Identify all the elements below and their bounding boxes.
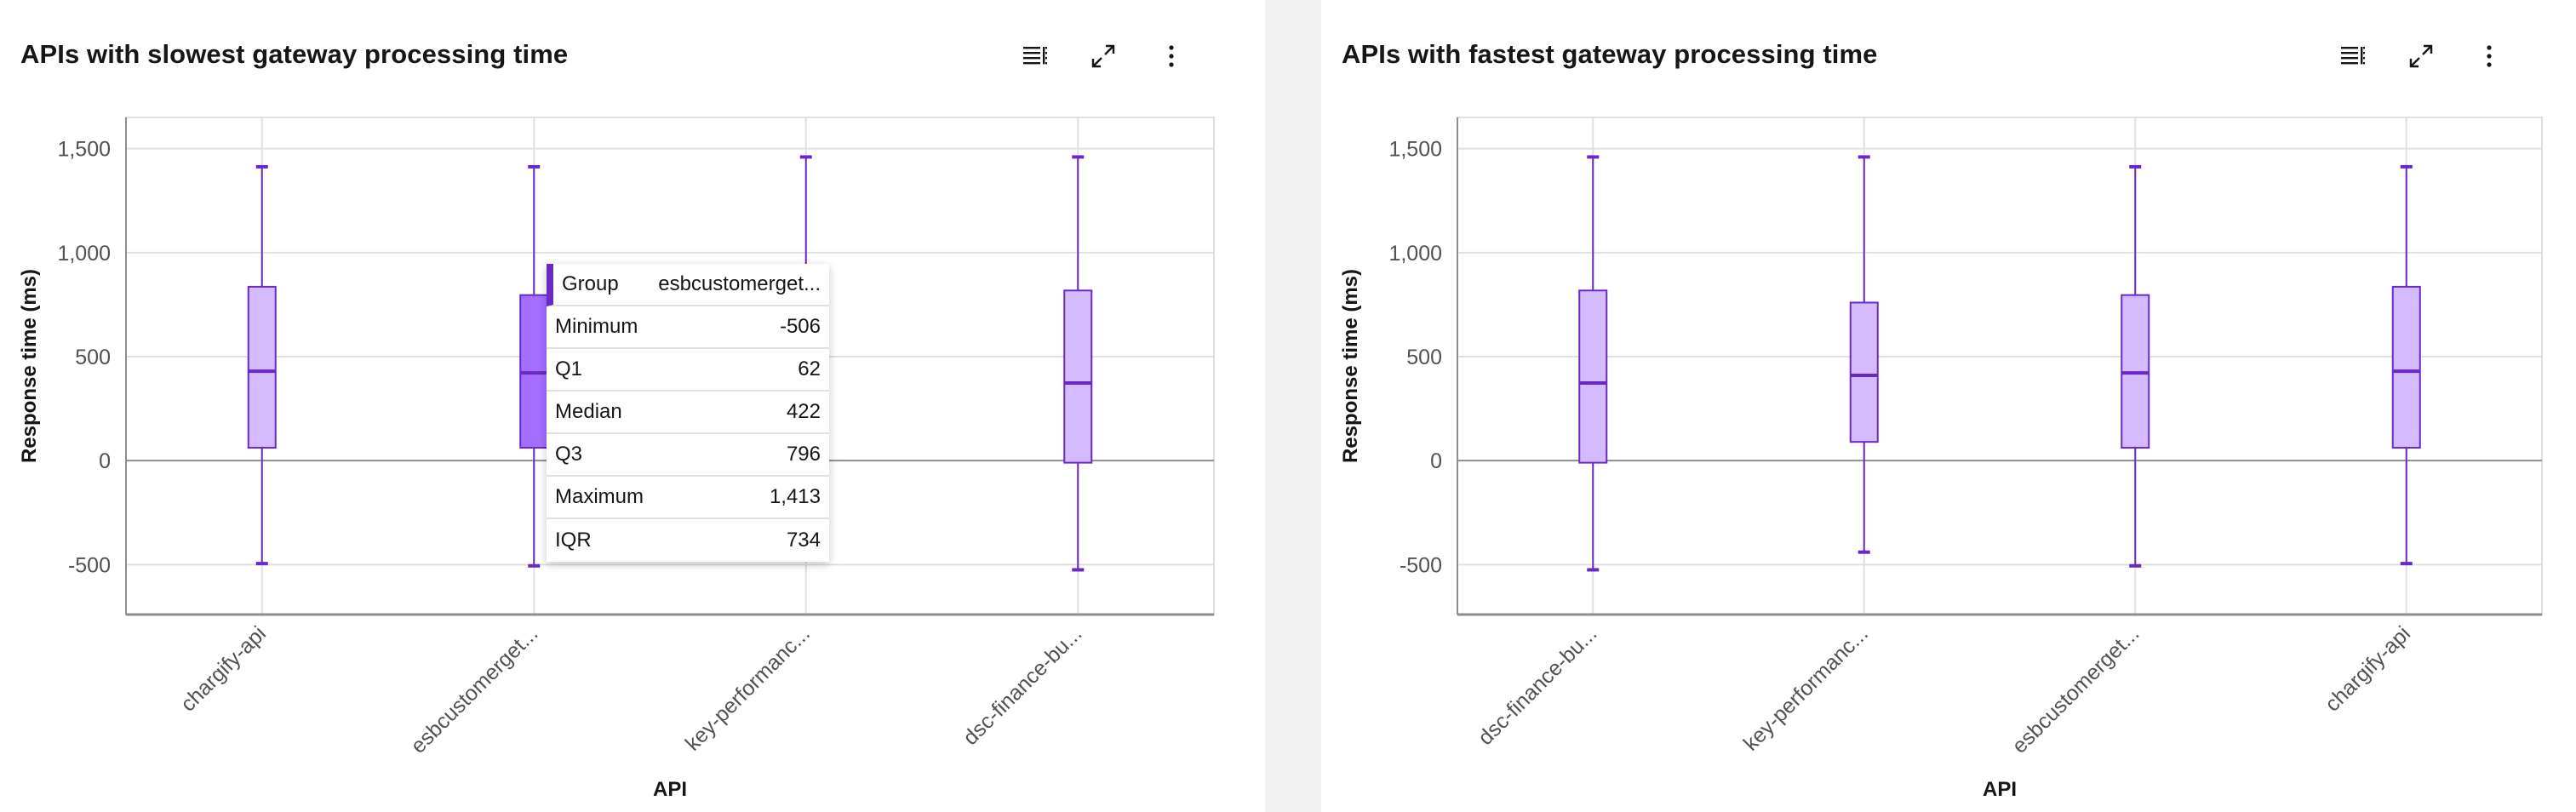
tooltip-label: Q1 (555, 357, 583, 380)
box-iqr (2391, 285, 2421, 449)
tooltip-label: IQR (555, 529, 592, 552)
plot-area (1457, 117, 2543, 615)
tooltip-value: 1,413 (769, 485, 821, 508)
box-iqr (247, 285, 277, 449)
tooltip-label: Minimum (555, 315, 638, 338)
overflow-menu-button[interactable] (1137, 31, 1205, 82)
x-tick-label: chargify-api (2321, 621, 2415, 716)
x-tick-label: esbcustomerget... (406, 621, 542, 758)
overflow-menu-icon (2487, 45, 2492, 67)
table-view-button[interactable] (2319, 31, 2387, 82)
maximize-button[interactable] (1069, 31, 1137, 82)
y-tick-label: -500 (68, 553, 111, 577)
tooltip-row: Q1 62 (547, 349, 829, 392)
x-tick-label: key-performanc... (1739, 621, 1873, 755)
chart-panel-fastest: APIs with fastest gateway processing tim… (1321, 0, 2576, 812)
tooltip-row: Group esbcustomerget... (547, 264, 829, 306)
chart-title: APIs with slowest gateway processing tim… (20, 39, 569, 69)
maximize-icon (2409, 44, 2433, 68)
maximize-button[interactable] (2387, 31, 2455, 82)
box-iqr (1578, 289, 1608, 464)
tooltip-value: -506 (779, 315, 821, 338)
y-axis-title: Response time (ms) (1339, 269, 1362, 463)
y-tick-label: 500 (75, 346, 111, 369)
x-tick-label: esbcustomerget... (2007, 621, 2144, 758)
tooltip-label: Group (562, 272, 619, 295)
y-tick-label: 1,500 (57, 138, 111, 162)
tooltip-row: Q3 796 (547, 434, 829, 477)
tooltip-label: Maximum (555, 485, 644, 508)
tooltip-label: Median (555, 400, 622, 423)
overflow-menu-icon (1169, 45, 1174, 67)
y-tick-label: 0 (1430, 449, 1442, 473)
chart-toolbar (2319, 31, 2523, 82)
tooltip-row: Minimum -506 (547, 306, 829, 349)
tooltip-row: Maximum 1,413 (547, 477, 829, 519)
tooltip-value: esbcustomerget... (658, 272, 821, 295)
chart-title: APIs with fastest gateway processing tim… (1342, 39, 1878, 69)
y-tick-label: 1,000 (57, 242, 111, 266)
y-tick-label: -500 (1400, 553, 1442, 577)
tooltip-label: Q3 (555, 443, 583, 466)
y-tick-label: 500 (1406, 346, 1442, 369)
y-tick-label: 1,500 (1388, 138, 1442, 162)
tooltip-row: Median 422 (547, 392, 829, 434)
x-tick-label: key-performanc... (681, 621, 815, 755)
chart-toolbar (1001, 31, 1205, 82)
overflow-menu-button[interactable] (2455, 31, 2523, 82)
box-plot-chart: 1,500 1,000 500 0 -500 dsc-finance-bu... key-p… (1339, 117, 2543, 801)
table-view-icon (2341, 47, 2365, 65)
x-tick-label: dsc-finance-bu... (1474, 621, 1601, 749)
x-tick-label: chargify-api (176, 621, 271, 716)
maximize-icon (1091, 44, 1115, 68)
y-axis-title: Response time (ms) (18, 269, 41, 463)
y-tick-label: 1,000 (1388, 242, 1442, 266)
x-tick-label: dsc-finance-bu... (959, 621, 1086, 749)
tooltip-row: IQR 734 (547, 519, 829, 562)
x-axis-title: API (1983, 778, 2017, 801)
tooltip-value: 422 (786, 400, 821, 423)
tooltip-value: 796 (786, 443, 821, 466)
table-view-icon (1023, 47, 1047, 65)
x-axis-title: API (653, 778, 687, 801)
box-iqr (1849, 301, 1879, 443)
table-view-button[interactable] (1001, 31, 1069, 82)
box-iqr (1063, 289, 1093, 464)
tooltip-value: 734 (786, 529, 821, 552)
tooltip-value: 62 (798, 357, 821, 380)
y-tick-label: 0 (99, 449, 111, 473)
chart-panel-slowest: APIs with slowest gateway processing tim… (0, 0, 1265, 812)
chart-tooltip: Group esbcustomerget... Minimum -506 Q1 … (547, 264, 829, 562)
